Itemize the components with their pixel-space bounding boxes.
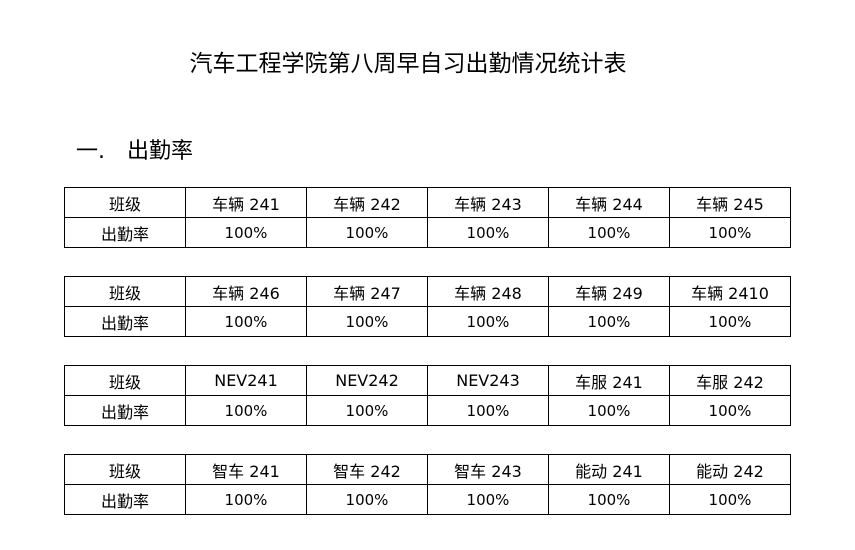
class-cell: 智车 241 [185,454,307,485]
rate-row: 出勤率 100% 100% 100% 100% 100% [64,395,791,426]
rate-cell: 100% [185,484,307,515]
rate-cell: 100% [669,484,791,515]
rate-row: 出勤率 100% 100% 100% 100% 100% [64,484,791,515]
rate-cell: 100% [185,306,307,337]
class-cell: 车辆 246 [185,276,307,307]
class-cell: NEV242 [306,365,428,396]
attendance-table: 班级 车辆 246 车辆 247 车辆 248 车辆 249 车辆 2410 出勤率 100%… [64,276,791,337]
class-cell: 车辆 247 [306,276,428,307]
rate-cell: 100% [548,395,670,426]
class-cell: 能动 241 [548,454,670,485]
rate-cell: 100% [669,395,791,426]
row-label: 出勤率 [64,484,186,515]
class-cell: 车辆 244 [548,187,670,218]
section-number: 一. [76,139,105,164]
class-cell: 车服 242 [669,365,791,396]
class-cell: 车辆 241 [185,187,307,218]
section-heading: 一. 出勤率 [76,133,193,165]
section-label: 出勤率 [127,139,194,164]
class-cell: NEV243 [427,365,549,396]
class-cell: 车辆 242 [306,187,428,218]
rate-cell: 100% [427,484,549,515]
class-cell: 能动 242 [669,454,791,485]
rate-cell: 100% [427,306,549,337]
rate-cell: 100% [185,395,307,426]
class-cell: 智车 242 [306,454,428,485]
rate-cell: 100% [669,217,791,248]
row-label: 出勤率 [64,217,186,248]
row-label: 班级 [64,187,186,218]
rate-row: 出勤率 100% 100% 100% 100% 100% [64,217,791,248]
page-title: 汽车工程学院第八周早自习出勤情况统计表 [189,51,627,77]
class-cell: 智车 243 [427,454,549,485]
class-row: 班级 NEV241 NEV242 NEV243 车服 241 车服 242 [64,365,791,396]
class-cell: NEV241 [185,365,307,396]
row-label: 出勤率 [64,306,186,337]
class-cell: 车辆 249 [548,276,670,307]
rate-cell: 100% [306,484,428,515]
row-label: 班级 [64,454,186,485]
rate-cell: 100% [548,217,670,248]
rate-row: 出勤率 100% 100% 100% 100% 100% [64,306,791,337]
rate-cell: 100% [306,217,428,248]
attendance-table: 班级 车辆 241 车辆 242 车辆 243 车辆 244 车辆 245 出勤率 100% 1… [64,187,791,248]
class-cell: 车服 241 [548,365,670,396]
class-cell: 车辆 248 [427,276,549,307]
class-cell: 车辆 2410 [669,276,791,307]
rate-cell: 100% [306,306,428,337]
row-label: 班级 [64,365,186,396]
rate-cell: 100% [427,217,549,248]
rate-cell: 100% [669,306,791,337]
row-label: 班级 [64,276,186,307]
rate-cell: 100% [548,484,670,515]
attendance-table: 班级 NEV241 NEV242 NEV243 车服 241 车服 242 出勤率 100% 1… [64,365,791,426]
class-cell: 车辆 245 [669,187,791,218]
class-row: 班级 智车 241 智车 242 智车 243 能动 241 能动 242 [64,454,791,485]
row-label: 出勤率 [64,395,186,426]
class-row: 班级 车辆 246 车辆 247 车辆 248 车辆 249 车辆 2410 [64,276,791,307]
rate-cell: 100% [306,395,428,426]
attendance-table: 班级 智车 241 智车 242 智车 243 能动 241 能动 242 出勤率 100% 1… [64,454,791,515]
rate-cell: 100% [427,395,549,426]
rate-cell: 100% [548,306,670,337]
rate-cell: 100% [185,217,307,248]
class-row: 班级 车辆 241 车辆 242 车辆 243 车辆 244 车辆 245 [64,187,791,218]
class-cell: 车辆 243 [427,187,549,218]
